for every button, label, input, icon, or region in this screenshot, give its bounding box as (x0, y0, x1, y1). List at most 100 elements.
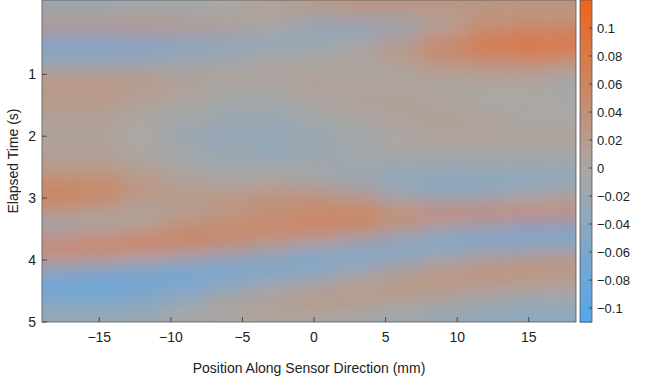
y-tick-label: 4 (28, 252, 36, 268)
x-tick-label: −5 (234, 329, 250, 345)
y-tick (42, 74, 47, 75)
cell (421, 20, 464, 36)
cell (464, 98, 507, 114)
y-tick-label: 1 (28, 66, 36, 82)
cell (207, 82, 250, 98)
colorbar-tick-label: 0.1 (597, 21, 615, 36)
cell (335, 67, 378, 83)
cell (250, 268, 293, 284)
cell (121, 252, 164, 268)
cell (550, 36, 576, 52)
colorbar-frame (580, 0, 592, 322)
cell (550, 20, 576, 36)
cell (293, 190, 336, 206)
cell (78, 190, 121, 206)
cell (78, 268, 121, 284)
cell (42, 0, 78, 21)
cell (293, 175, 336, 191)
cell (121, 67, 164, 83)
cell (507, 98, 550, 114)
cell (550, 268, 576, 284)
cell (42, 113, 78, 129)
cell (250, 206, 293, 222)
cell (250, 113, 293, 129)
cell (378, 175, 421, 191)
cell (335, 36, 378, 52)
cell (378, 206, 421, 222)
cell (293, 113, 336, 129)
cell (507, 252, 550, 268)
cell (507, 268, 550, 284)
cell (421, 51, 464, 67)
colorbar-segment (580, 0, 592, 3)
cell (550, 314, 576, 322)
cell (78, 36, 121, 52)
cell (42, 206, 78, 222)
cell (293, 159, 336, 175)
cell (250, 98, 293, 114)
cell (335, 128, 378, 144)
cell (293, 299, 336, 315)
cell (207, 221, 250, 237)
cell (421, 283, 464, 299)
colorbar-tick (589, 308, 592, 309)
cell (421, 237, 464, 253)
cell (464, 20, 507, 36)
cell (121, 51, 164, 67)
y-tick (42, 322, 47, 323)
cell (421, 221, 464, 237)
cell (121, 159, 164, 175)
cell (250, 252, 293, 268)
cell (293, 268, 336, 284)
cell (78, 252, 121, 268)
cell (42, 314, 78, 322)
cell (464, 113, 507, 129)
cell (464, 51, 507, 67)
cell (464, 237, 507, 253)
cell (421, 67, 464, 83)
cell (464, 206, 507, 222)
cell (164, 0, 207, 21)
cell (464, 144, 507, 160)
cell (507, 314, 550, 322)
cell (207, 314, 250, 322)
x-tick-label: 15 (521, 329, 537, 345)
cell (250, 299, 293, 315)
colorbar-tick (589, 280, 592, 281)
cell (42, 175, 78, 191)
cell (378, 0, 421, 21)
cell (464, 128, 507, 144)
cell (293, 20, 336, 36)
y-tick-label: 3 (28, 190, 36, 206)
cell (293, 36, 336, 52)
cell (378, 268, 421, 284)
cell (250, 221, 293, 237)
cell (378, 221, 421, 237)
cell (378, 144, 421, 160)
cell (250, 82, 293, 98)
cell (207, 175, 250, 191)
x-tick-label: 0 (310, 329, 318, 345)
x-tick-label: −15 (87, 329, 111, 345)
y-tick-label: 5 (28, 314, 36, 330)
cell (207, 206, 250, 222)
cell (121, 190, 164, 206)
cell (250, 51, 293, 67)
cell (42, 159, 78, 175)
cell (78, 314, 121, 322)
cell (207, 0, 250, 21)
cell (550, 159, 576, 175)
cell (550, 190, 576, 206)
cell (464, 0, 507, 21)
cell (421, 0, 464, 21)
cell (335, 252, 378, 268)
cell (507, 175, 550, 191)
cell (250, 0, 293, 21)
cell (121, 299, 164, 315)
cell (42, 36, 78, 52)
cell (464, 175, 507, 191)
cell (507, 221, 550, 237)
cell (421, 252, 464, 268)
colorbar-tick-label: −0.02 (597, 189, 630, 204)
cell (164, 190, 207, 206)
